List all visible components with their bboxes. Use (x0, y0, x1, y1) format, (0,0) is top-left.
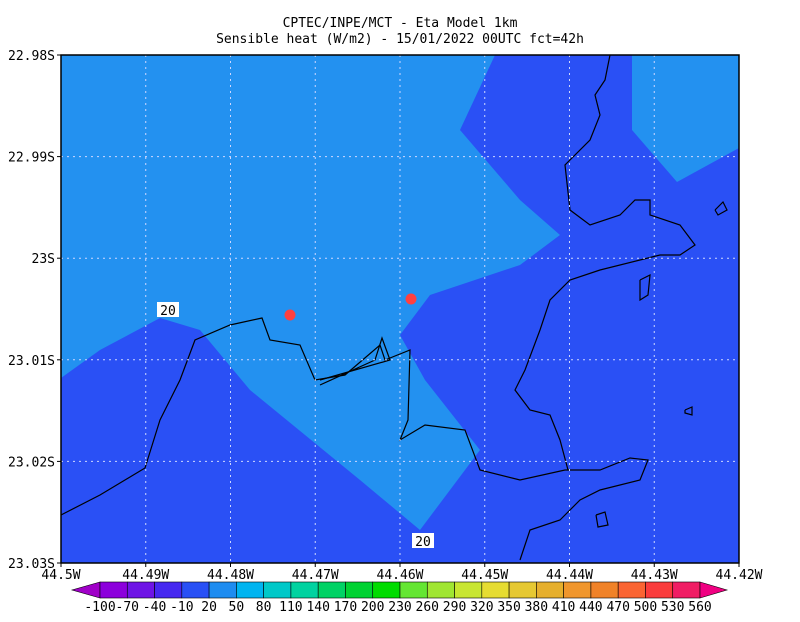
field-light (632, 55, 739, 182)
y-tick-label: 22.98S (8, 49, 55, 64)
colorbar-end (699, 581, 729, 599)
colorbar-label: -70 (116, 600, 139, 615)
colorbar-label: 500 (634, 600, 657, 615)
colorbar-swatch (645, 581, 674, 599)
field-light (61, 55, 560, 530)
x-tick-label: 44.42W (716, 568, 763, 583)
island (639, 273, 651, 302)
station-marker (284, 309, 296, 321)
colorbar-swatch (590, 581, 619, 599)
colorbar-swatch (617, 581, 646, 599)
colorbar-swatch (290, 581, 319, 599)
colorbar-swatch (426, 581, 455, 599)
colorbar-label: 200 (361, 600, 384, 615)
colorbar-label: -40 (143, 600, 166, 615)
x-tick-label: 44.48W (207, 568, 254, 583)
y-tick-label: 23.02S (8, 455, 55, 470)
island (684, 406, 693, 416)
y-tick-label: 23S (32, 252, 55, 267)
colorbar-swatch (345, 581, 374, 599)
colorbar-label: 290 (443, 600, 466, 615)
colorbar-label: 410 (552, 600, 575, 615)
colorbar-swatch (154, 581, 183, 599)
colorbar-end (70, 581, 101, 599)
coastline (60, 54, 728, 561)
x-tick-label: 44.49W (122, 568, 169, 583)
colorbar-swatch (454, 581, 483, 599)
colorbar-label: 320 (470, 600, 493, 615)
colorbar-label: 560 (688, 600, 711, 615)
colorbar-label: -10 (170, 600, 193, 615)
x-tick-label: 44.44W (546, 568, 593, 583)
colorbar-label: 470 (606, 600, 629, 615)
colorbar-label: 50 (229, 600, 245, 615)
colorbar-label: 20 (201, 600, 217, 615)
x-tick-label: 44.5W (41, 568, 80, 583)
x-tick-label: 44.46W (377, 568, 424, 583)
y-tick-label: 23.01S (8, 354, 55, 369)
colorbar-swatch (126, 581, 155, 599)
title-line-2: Sensible heat (W/m2) - 15/01/2022 00UTC … (216, 32, 584, 47)
colorbar: -100 -70 -40 -10 20 50 80 110 140 170 200 230 260 290… (70, 581, 729, 615)
contour-label: 20 (415, 535, 431, 550)
colorbar-label: 350 (497, 600, 520, 615)
coast-line (60, 317, 649, 561)
colorbar-label: 230 (388, 600, 411, 615)
colorbar-label: 80 (256, 600, 272, 615)
pier (319, 336, 391, 386)
frame (60, 54, 740, 564)
colorbar-swatch (508, 581, 537, 599)
colorbar-label: 170 (334, 600, 357, 615)
colorbar-swatch (99, 581, 128, 599)
colorbar-swatch (536, 581, 564, 599)
colorbar-swatch (181, 581, 210, 599)
colorbar-swatch (236, 581, 264, 599)
x-tick-label: 44.45W (461, 568, 508, 583)
colorbar-label: 440 (579, 600, 602, 615)
colorbar-swatch (672, 581, 701, 599)
colorbar-swatch (317, 581, 346, 599)
colorbar-label: 260 (416, 600, 439, 615)
colorbar-swatch (372, 581, 401, 599)
coast-line (514, 54, 696, 471)
colorbar-swatch (481, 581, 510, 599)
island (595, 511, 609, 528)
colorbar-swatch (263, 581, 292, 599)
x-tick-label: 44.47W (292, 568, 339, 583)
grid (57, 54, 740, 567)
colorbar-label: -100 (84, 600, 115, 615)
colorbar-swatch (208, 581, 237, 599)
title-line-1: CPTEC/INPE/MCT - Eta Model 1km (283, 16, 518, 31)
colorbar-label: 380 (525, 600, 548, 615)
colorbar-swatch (399, 581, 428, 599)
y-tick-label: 23.03S (8, 557, 55, 572)
x-tick-label: 44.43W (631, 568, 678, 583)
contour-label-box (157, 302, 179, 317)
y-tick-label: 22.99S (8, 151, 55, 166)
colorbar-swatch (563, 581, 592, 599)
colorbar-label: 140 (306, 600, 329, 615)
colorbar-label: 110 (279, 600, 302, 615)
contour-label-box (412, 533, 434, 548)
island (714, 200, 728, 216)
station-marker (405, 293, 417, 305)
contour-label: 20 (160, 304, 176, 319)
colorbar-label: 530 (661, 600, 684, 615)
